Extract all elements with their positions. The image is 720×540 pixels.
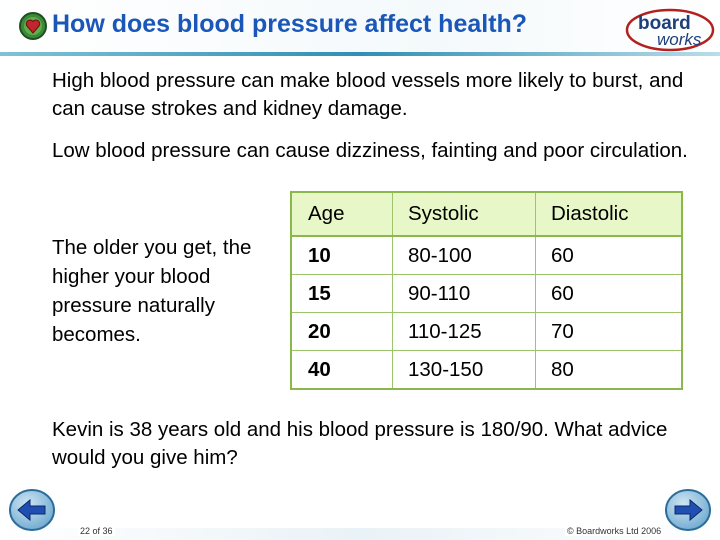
table-cell-age: 20 (290, 312, 393, 351)
table-row: 10 80-100 60 (290, 235, 683, 275)
blood-pressure-table: Age Systolic Diastolic 10 80-100 60 15 9… (290, 191, 683, 390)
svg-text:board: board (638, 13, 691, 34)
table-cell-age: 10 (290, 235, 393, 275)
svg-text:works: works (657, 30, 702, 49)
page-title: How does blood pressure affect health? (52, 10, 528, 38)
copyright-text: © Boardworks Ltd 2006 (565, 526, 664, 536)
table-header-age: Age (290, 191, 393, 236)
table-cell-systolic: 130-150 (392, 350, 536, 390)
title-divider (0, 52, 720, 56)
table-cell-systolic: 80-100 (392, 235, 536, 275)
table-header-row: Age Systolic Diastolic (290, 191, 683, 236)
footer-bar (0, 528, 720, 540)
table-cell-systolic: 110-125 (392, 312, 536, 351)
table-cell-diastolic: 60 (535, 274, 683, 313)
table-cell-age: 15 (290, 274, 393, 313)
table-cell-diastolic: 80 (535, 350, 683, 390)
table-row: 15 90-110 60 (290, 274, 683, 313)
arrow-right-icon[interactable] (664, 487, 712, 533)
table-cell-diastolic: 70 (535, 312, 683, 351)
kevin-question-paragraph: Kevin is 38 years old and his blood pres… (52, 418, 668, 469)
high-bp-paragraph: High blood pressure can make blood vesse… (52, 69, 684, 120)
table-header-diastolic: Diastolic (535, 191, 683, 236)
table-cell-age: 40 (290, 350, 393, 390)
table-row: 20 110-125 70 (290, 312, 683, 351)
slide-number: 22 of 36 (78, 526, 115, 536)
arrow-left-icon[interactable] (8, 487, 56, 533)
age-paragraph: The older you get, the higher your blood… (52, 236, 252, 346)
boardworks-logo: board works (625, 8, 715, 52)
table-header-systolic: Systolic (392, 191, 536, 236)
low-bp-paragraph: Low blood pressure can cause dizziness, … (52, 139, 688, 162)
table-row: 40 130-150 80 (290, 350, 683, 390)
table-cell-systolic: 90-110 (392, 274, 536, 313)
heart-globe-icon (19, 12, 47, 40)
title-bar (0, 0, 720, 52)
table-cell-diastolic: 60 (535, 235, 683, 275)
